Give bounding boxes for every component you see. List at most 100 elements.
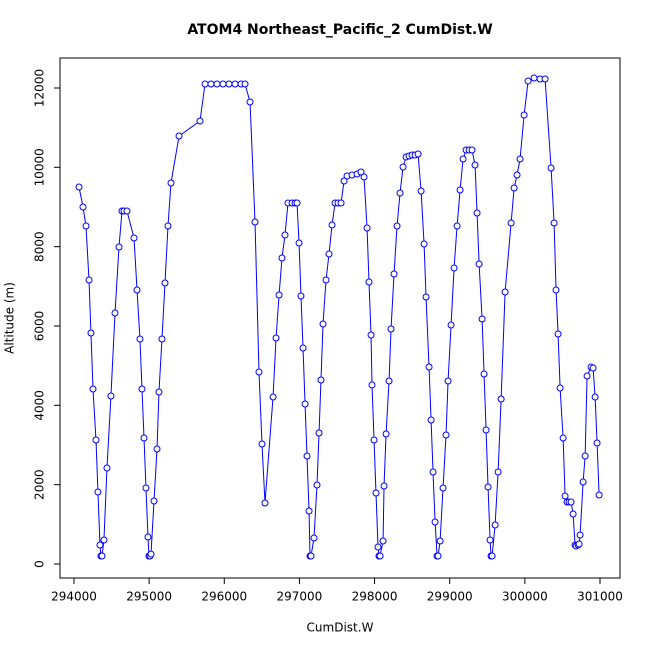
y-tick-label: 10000 [33, 148, 47, 186]
data-point [473, 209, 481, 217]
data-point [82, 222, 90, 230]
data-point [556, 384, 564, 392]
y-axis-label: Altitude (m) [3, 282, 17, 354]
data-point [147, 550, 155, 558]
data-point [153, 445, 161, 453]
data-point [484, 483, 492, 491]
data-point [480, 370, 488, 378]
data-point [507, 219, 515, 227]
data-point [385, 377, 393, 385]
data-point [98, 552, 106, 560]
data-point [225, 80, 233, 88]
data-point [293, 199, 301, 207]
data-point [442, 431, 450, 439]
data-point [133, 286, 141, 294]
data-point [436, 537, 444, 545]
data-point [376, 552, 384, 560]
data-point [393, 222, 401, 230]
data-point [501, 288, 509, 296]
data-point [175, 132, 183, 140]
data-point [140, 434, 148, 442]
data-point [307, 552, 315, 560]
data-point [299, 344, 307, 352]
data-point [319, 320, 327, 328]
data-point [459, 155, 467, 163]
data-point [486, 536, 494, 544]
data-point [550, 219, 558, 227]
data-point [561, 492, 569, 500]
data-point [150, 497, 158, 505]
data-point [219, 80, 227, 88]
data-point [313, 481, 321, 489]
data-point [100, 536, 108, 544]
data-point [123, 207, 131, 215]
data-point [303, 452, 311, 460]
data-point [478, 315, 486, 323]
data-point [491, 521, 499, 529]
data-point [374, 543, 382, 551]
data-point [79, 203, 87, 211]
data-point [231, 80, 239, 88]
data-point [328, 221, 336, 229]
data-point [520, 111, 528, 119]
data-point [422, 293, 430, 301]
data-point [275, 291, 283, 299]
data-point [144, 533, 152, 541]
data-point [357, 168, 365, 176]
data-point [554, 330, 562, 338]
data-point [158, 335, 166, 343]
data-point [516, 155, 524, 163]
data-point [297, 292, 305, 300]
data-point [167, 179, 175, 187]
data-point [420, 240, 428, 248]
data-point [325, 250, 333, 258]
x-tick-label: 298000 [352, 590, 398, 604]
data-point [142, 484, 150, 492]
data-point [475, 260, 483, 268]
data-point [593, 439, 601, 447]
data-point [241, 80, 249, 88]
data-point [576, 531, 584, 539]
x-tick-label: 296000 [201, 590, 247, 604]
y-tick-label: 0 [33, 560, 47, 568]
data-point [337, 199, 345, 207]
data-point [164, 222, 172, 230]
data-point [255, 368, 263, 376]
x-tick-label: 294000 [51, 590, 97, 604]
data-point [372, 489, 380, 497]
data-point [367, 331, 375, 339]
data-point [468, 146, 476, 154]
data-point [380, 482, 388, 490]
data-point [278, 254, 286, 262]
data-point [103, 464, 111, 472]
data-point [155, 388, 163, 396]
data-point [429, 468, 437, 476]
data-point [130, 234, 138, 242]
data-point [365, 278, 373, 286]
data-point [382, 430, 390, 438]
y-tick-label: 4000 [33, 390, 47, 421]
data-point [368, 381, 376, 389]
data-point [524, 77, 532, 85]
data-point [559, 434, 567, 442]
y-tick-label: 12000 [33, 69, 47, 107]
y-tick-label: 6000 [33, 311, 47, 342]
data-point [595, 491, 603, 499]
data-point [251, 218, 259, 226]
data-point [510, 184, 518, 192]
data-point [444, 377, 452, 385]
data-point [75, 183, 83, 191]
data-point [111, 309, 119, 317]
x-axis-label: CumDist.W [307, 621, 374, 635]
data-point [87, 329, 95, 337]
data-point [85, 276, 93, 284]
data-point [94, 488, 102, 496]
data-point [547, 164, 555, 172]
data-point [310, 534, 318, 542]
data-point [583, 372, 591, 380]
data-point [471, 161, 479, 169]
data-point [196, 117, 204, 125]
data-point [581, 452, 589, 460]
data-point [569, 510, 577, 518]
data-point [453, 222, 461, 230]
